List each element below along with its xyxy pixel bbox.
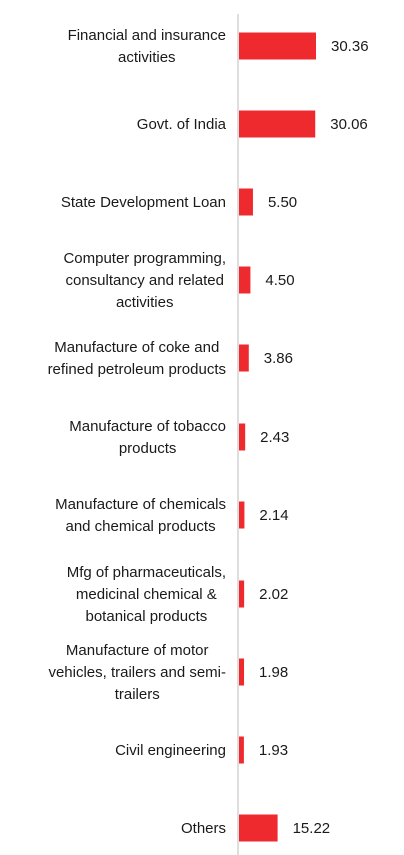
category-label-line: Mfg of pharmaceuticals, bbox=[67, 564, 226, 581]
category-label: State Development Loan bbox=[61, 194, 226, 211]
data-label: 30.06 bbox=[330, 116, 368, 133]
category-label-line: products bbox=[119, 440, 177, 457]
bar bbox=[239, 110, 316, 138]
data-label: 2.43 bbox=[260, 429, 289, 446]
category-label-line: Govt. of India bbox=[137, 116, 227, 133]
bar bbox=[239, 423, 246, 451]
category-label-line: State Development Loan bbox=[61, 194, 226, 211]
category-label: Mfg of pharmaceuticals, medicinal chemica… bbox=[67, 564, 226, 625]
category-label: Financial and insurance activities bbox=[68, 27, 226, 66]
bar bbox=[239, 580, 245, 608]
bar-row: 30.36 Financial and insurance activities bbox=[68, 27, 369, 66]
bar bbox=[239, 32, 316, 60]
category-label-line: Manufacture of tobacco bbox=[69, 418, 226, 435]
bar bbox=[239, 501, 245, 529]
category-label: Manufacture of coke and refined petroleum… bbox=[48, 339, 226, 378]
category-label-line: refined petroleum products bbox=[48, 361, 226, 378]
category-label: Manufacture of chemicals and chemical pro… bbox=[55, 496, 226, 535]
category-label-line: Computer programming, bbox=[63, 250, 226, 267]
bar-row: 30.06 Govt. of India bbox=[137, 110, 368, 138]
bar bbox=[239, 658, 245, 686]
category-label-line: Manufacture of coke and bbox=[54, 339, 219, 356]
bar-row: 4.50 Computer programming, consultancy and… bbox=[63, 250, 294, 311]
bar-row: 3.86 Manufacture of coke and refined petro… bbox=[48, 339, 293, 378]
category-label-line: Manufacture of chemicals bbox=[55, 496, 226, 513]
bar-row: 2.14 Manufacture of chemicals and chemical… bbox=[55, 496, 289, 535]
data-label: 2.14 bbox=[259, 507, 288, 524]
category-label-line: trailers bbox=[115, 686, 160, 703]
bar bbox=[239, 266, 251, 294]
category-label-line: and chemical products bbox=[65, 518, 215, 535]
bar bbox=[239, 188, 253, 216]
bar bbox=[239, 344, 249, 372]
category-label-line: activities bbox=[116, 294, 174, 311]
category-label-line: Manufacture of motor bbox=[66, 642, 209, 659]
data-label: 2.02 bbox=[259, 586, 288, 603]
category-label-line: activities bbox=[118, 49, 176, 66]
data-label: 1.93 bbox=[259, 742, 288, 759]
data-label: 30.36 bbox=[331, 38, 369, 55]
category-label: Others bbox=[181, 820, 226, 837]
bar-row: 15.22 Others bbox=[181, 814, 331, 842]
data-label: 3.86 bbox=[264, 350, 293, 367]
category-label: Govt. of India bbox=[137, 116, 227, 133]
category-label: Civil engineering bbox=[115, 742, 226, 759]
data-label: 1.98 bbox=[259, 664, 288, 681]
category-label: Computer programming, consultancy and rel… bbox=[63, 250, 226, 311]
bar-row: 2.43 Manufacture of tobacco products bbox=[69, 418, 289, 457]
category-label-line: Financial and insurance bbox=[68, 27, 226, 44]
category-label: Manufacture of tobacco products bbox=[69, 418, 226, 457]
bar-row: 1.98 Manufacture of motor vehicles, traile… bbox=[48, 642, 288, 703]
category-label-line: Others bbox=[181, 820, 226, 837]
category-label-line: botanical products bbox=[86, 608, 208, 625]
bar-row: 2.02 Mfg of pharmaceuticals, medicinal che… bbox=[67, 564, 289, 625]
bar bbox=[239, 814, 278, 842]
bar-row: 5.50 State Development Loan bbox=[61, 188, 297, 216]
bar bbox=[239, 736, 244, 764]
category-label-line: vehicles, trailers and semi- bbox=[48, 664, 226, 681]
data-label: 4.50 bbox=[265, 272, 294, 289]
category-label-line: Civil engineering bbox=[115, 742, 226, 759]
bar-row: 1.93 Civil engineering bbox=[115, 736, 288, 764]
data-label: 15.22 bbox=[293, 820, 331, 837]
data-label: 5.50 bbox=[268, 194, 297, 211]
category-label: Manufacture of motor vehicles, trailers a… bbox=[48, 642, 226, 703]
category-label-line: consultancy and related bbox=[66, 272, 224, 289]
category-label-line: medicinal chemical & bbox=[76, 586, 217, 603]
